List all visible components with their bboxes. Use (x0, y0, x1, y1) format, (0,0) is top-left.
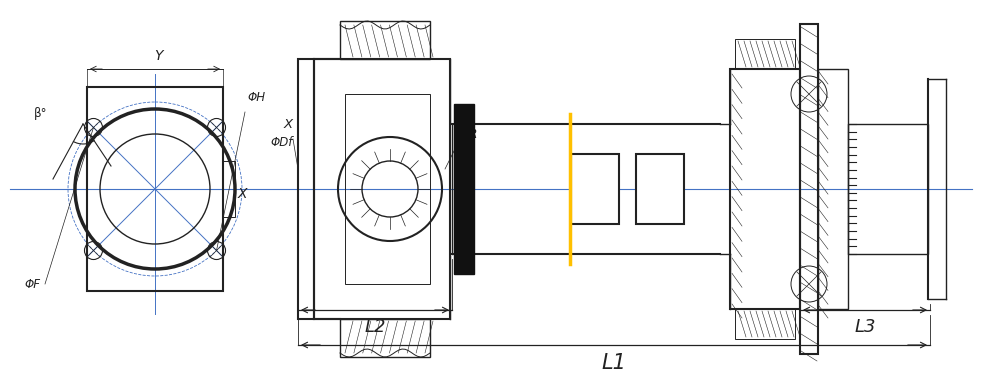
Text: ΦH: ΦH (247, 91, 265, 104)
Text: X: X (284, 118, 293, 130)
Text: ΦDf: ΦDf (271, 135, 293, 149)
Bar (730, 69, 800, 309)
Bar (340, 319, 430, 357)
Bar (87, 87, 223, 291)
Text: β°: β° (34, 107, 48, 121)
Bar (223, 161, 235, 217)
Text: X: X (238, 187, 247, 201)
Text: L1: L1 (602, 353, 627, 373)
Text: L3: L3 (854, 318, 876, 336)
Text: L2: L2 (364, 318, 386, 336)
Bar (454, 104, 474, 274)
Bar (800, 24, 818, 354)
Bar (636, 154, 684, 224)
Bar (735, 39, 795, 69)
Bar (818, 69, 848, 309)
Text: ΦR: ΦR (460, 127, 477, 141)
Bar (735, 309, 795, 339)
Bar (848, 124, 928, 254)
Bar (571, 154, 619, 224)
Bar (298, 59, 314, 319)
Bar (345, 94, 430, 284)
Bar (314, 59, 450, 319)
Text: Y: Y (154, 49, 162, 63)
Bar (340, 21, 430, 59)
Text: ΦF: ΦF (24, 277, 40, 291)
